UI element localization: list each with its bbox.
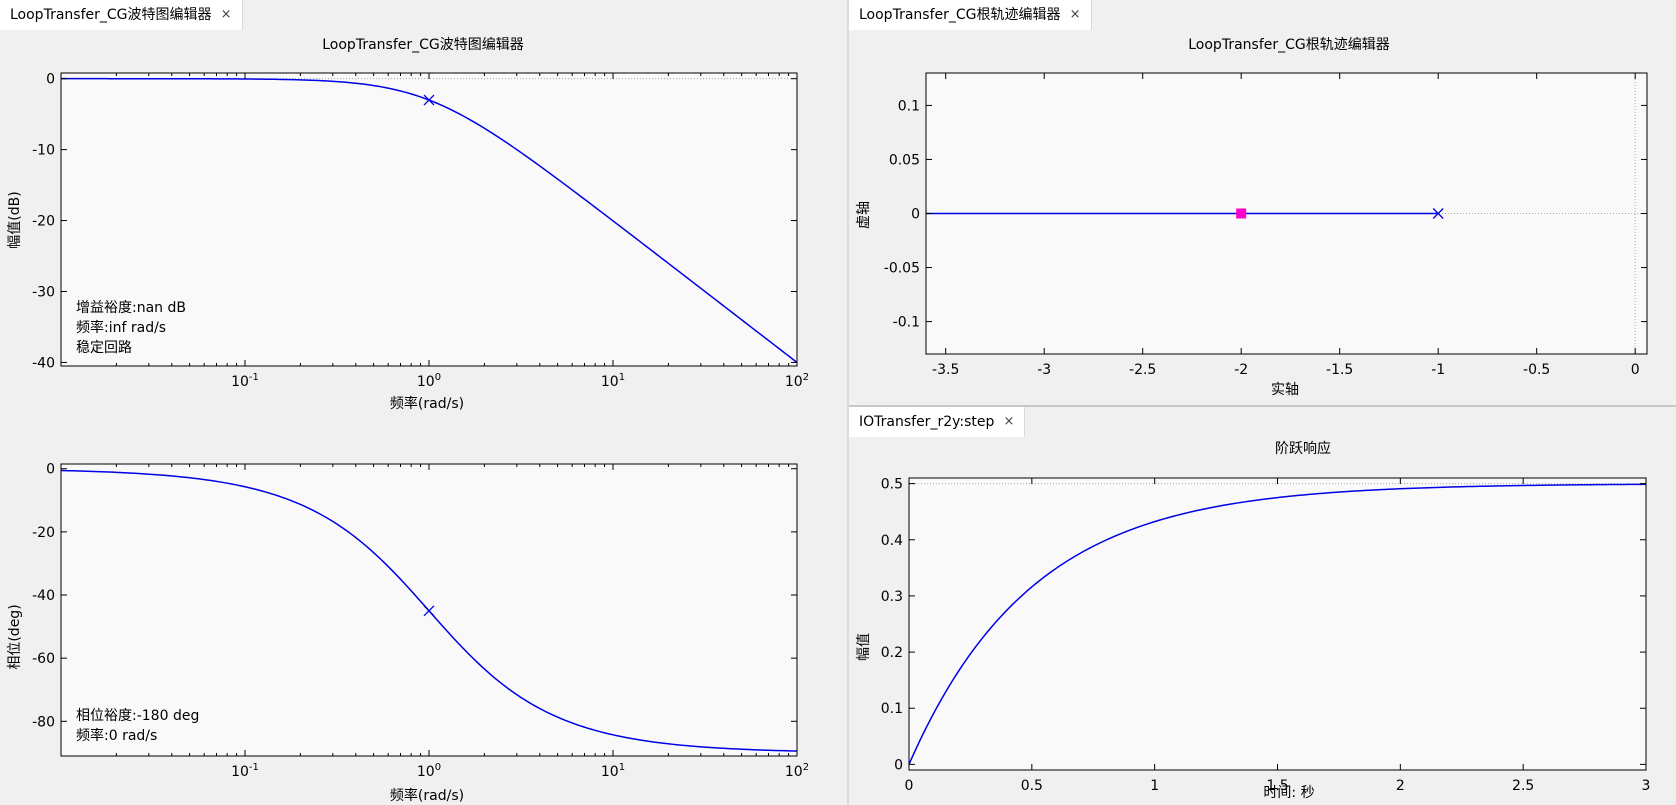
step-response-plot-area — [909, 478, 1646, 770]
step-title: 阶跃响应 — [1275, 440, 1331, 457]
step-response-ytick-label-5: 0.5 — [881, 477, 903, 493]
step-response-xtick-label-6: 3 — [1642, 778, 1651, 794]
tab-bode-close-icon[interactable]: × — [220, 7, 232, 22]
tab-step[interactable]: IOTransfer_r2y:step × — [849, 407, 1026, 437]
root-locus-xtick-label-3: -2 — [1234, 362, 1248, 378]
bode-phase-ytick-label-3: -60 — [32, 651, 55, 667]
step-response-ytick-label-4: 0.4 — [881, 533, 903, 549]
bode-magnitude-xtick-label-3: 102 — [785, 372, 809, 390]
rlocus-panel: LoopTransfer_CG根轨迹编辑器 × LoopTransfer_CG根… — [849, 0, 1676, 405]
tab-step-close-icon[interactable]: × — [1003, 414, 1015, 429]
step-chart: 阶跃响应 0 0.5 1 1.5 2 2.5 3 0 0.1 0.2 0.3 0.4 0.5 幅值 时间… — [856, 440, 1651, 801]
bode-magnitude-ytick-label-0: 0 — [46, 72, 55, 88]
rlocus-xlabel: 实轴 — [1271, 382, 1299, 398]
bode-phase-ytick-label-2: -40 — [32, 588, 55, 604]
bode-phase-plot: 10-1 100 101 102 0 -20 -40 -60 -80 — [32, 462, 809, 780]
tab-rlocus[interactable]: LoopTransfer_CG根轨迹编辑器 × — [849, 0, 1092, 30]
root-locus-xtick-label-5: -1 — [1431, 362, 1445, 378]
panel-splitter-horizontal[interactable] — [849, 405, 1676, 407]
step-plot: 0 0.5 1 1.5 2 2.5 3 0 0.1 0.2 0.3 0.4 0.5 — [881, 477, 1651, 794]
root-locus-xtick-label-2: -2.5 — [1129, 362, 1156, 378]
bode-phase-xtick-label-2: 101 — [601, 762, 625, 780]
tab-bode-label: LoopTransfer_CG波特图编辑器 — [10, 7, 212, 23]
bode-magnitude-xtick-label-0: 10-1 — [231, 372, 259, 390]
rlocus-tabbar: LoopTransfer_CG根轨迹编辑器 × — [849, 0, 1676, 30]
bode-mag-ylabel: 幅值(dB) — [7, 191, 23, 248]
bode-phase-xtick-label-1: 100 — [417, 762, 441, 780]
step-response-xtick-label-3: 1.5 — [1266, 778, 1288, 794]
root-locus-ytick-label-2: 0 — [911, 207, 920, 223]
bode-phase-ytick-label-4: -80 — [32, 714, 55, 730]
root-locus-xtick-label-4: -1.5 — [1326, 362, 1353, 378]
bode-phase-annotation-margin: 相位裕度:-180 deg — [76, 708, 199, 724]
bode-phase-xlabel: 频率(rad/s) — [390, 787, 464, 804]
bode-phase-ylabel: 相位(deg) — [7, 604, 23, 669]
step-response-ytick-label-0: 0 — [894, 757, 903, 773]
rlocus-plot: -3.5 -3 -2.5 -2 -1.5 -1 -0.5 0 0.1 0.05 0 -0.05 -0.1 — [884, 72, 1648, 378]
bode-mag-annotation-stable: 稳定回路 — [76, 340, 132, 356]
tab-rlocus-close-icon[interactable]: × — [1069, 7, 1081, 22]
step-response-ytick-label-2: 0.2 — [881, 645, 903, 661]
step-response-xtick-label-2: 1 — [1150, 778, 1159, 794]
bode-mag-xlabel: 频率(rad/s) — [390, 395, 464, 412]
root-locus-xtick-label-6: -0.5 — [1523, 362, 1550, 378]
bode-tabbar: LoopTransfer_CG波特图编辑器 × — [0, 0, 847, 30]
tab-rlocus-label: LoopTransfer_CG根轨迹编辑器 — [859, 7, 1061, 23]
rlocus-ylabel: 虚轴 — [856, 201, 872, 229]
bode-magnitude-ytick-label-4: -40 — [32, 355, 55, 371]
bode-magnitude-marker-x-0 — [423, 94, 435, 106]
rlocus-title: LoopTransfer_CG根轨迹编辑器 — [1188, 37, 1390, 53]
root-locus-xtick-label-1: -3 — [1037, 362, 1051, 378]
bode-mag-annotation-gain: 增益裕度:nan dB — [76, 300, 186, 316]
root-locus-marker-square-0 — [1236, 208, 1247, 219]
bode-panel: LoopTransfer_CG波特图编辑器 × LoopTransfer_CG波… — [0, 0, 847, 804]
bode-phase-ytick-label-1: -20 — [32, 525, 55, 541]
bode-magnitude-xtick-label-1: 100 — [417, 372, 441, 390]
tab-step-label: IOTransfer_r2y:step — [859, 414, 995, 430]
step-xlabel: 时间: 秒 — [1263, 785, 1314, 801]
root-locus-ytick-label-3: -0.05 — [884, 261, 920, 277]
panel-splitter-vertical[interactable] — [847, 0, 849, 805]
bode-chart: LoopTransfer_CG波特图编辑器 10-1 100 101 102 0 -10 -… — [7, 37, 809, 804]
step-tabbar: IOTransfer_r2y:step × — [849, 407, 1676, 437]
bode-phase-ytick-label-0: 0 — [46, 462, 55, 478]
bode-phase-xtick-label-3: 102 — [785, 762, 809, 780]
root-locus-ytick-label-4: -0.1 — [893, 315, 920, 331]
bode-magnitude-plot: 10-1 100 101 102 0 -10 -20 -30 -40 — [32, 72, 809, 390]
step-response-xtick-label-4: 2 — [1396, 778, 1405, 794]
bode-magnitude-plot-area — [61, 73, 797, 366]
step-response-xtick-label-1: 0.5 — [1021, 778, 1043, 794]
step-response-ytick-label-1: 0.1 — [881, 701, 903, 717]
root-locus-xtick-label-0: -3.5 — [932, 362, 959, 378]
root-locus-ytick-label-1: 0.05 — [889, 152, 920, 168]
bode-magnitude-ytick-label-2: -20 — [32, 214, 55, 230]
bode-magnitude-ytick-label-1: -10 — [32, 143, 55, 159]
bode-phase-xtick-label-0: 10-1 — [231, 762, 259, 780]
bode-phase-annotation-freq: 频率:0 rad/s — [76, 727, 157, 744]
bode-phase-marker-x-0 — [423, 605, 435, 617]
root-locus-marker-x-1 — [1432, 208, 1444, 219]
root-locus-xtick-label-7: 0 — [1631, 362, 1640, 378]
rlocus-chart: LoopTransfer_CG根轨迹编辑器 -3.5 -3 -2.5 -2 -1.5 -1… — [856, 37, 1648, 398]
step-response-xtick-label-0: 0 — [905, 778, 914, 794]
step-response-series-line-0 — [908, 483, 1647, 765]
step-panel: IOTransfer_r2y:step × 阶跃响应 0 0.5 1 1.5 2 2.5 3… — [849, 407, 1676, 805]
root-locus-ytick-label-0: 0.1 — [898, 98, 920, 114]
bode-mag-annotation-freq: 频率:inf rad/s — [76, 319, 166, 336]
step-response-xtick-label-5: 2.5 — [1512, 778, 1534, 794]
step-ylabel: 幅值 — [856, 633, 872, 661]
bode-magnitude-xtick-label-2: 101 — [601, 372, 625, 390]
bode-magnitude-ytick-label-3: -30 — [32, 285, 55, 301]
tab-bode[interactable]: LoopTransfer_CG波特图编辑器 × — [0, 0, 243, 30]
step-response-ytick-label-3: 0.3 — [881, 589, 903, 605]
bode-title: LoopTransfer_CG波特图编辑器 — [322, 37, 524, 53]
